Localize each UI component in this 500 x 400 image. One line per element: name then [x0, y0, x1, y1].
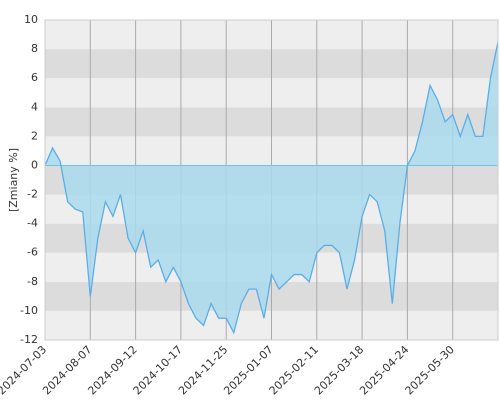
y-tick-label: 0 — [31, 158, 38, 171]
x-tick-label: 2025-05-30 — [403, 343, 457, 397]
y-tick-label: 10 — [24, 13, 38, 26]
y-tick-label: -2 — [27, 188, 38, 201]
y-axis-label: [Zmiany %] — [7, 148, 20, 212]
line — [44, 41, 499, 335]
y-tick-label: 8 — [31, 42, 38, 55]
y-tick-label: -8 — [27, 275, 38, 288]
y-tick-label: 6 — [31, 71, 38, 84]
y-tick-label: -12 — [20, 333, 38, 346]
plot-border — [44, 19, 499, 341]
y-tick-label: 4 — [31, 100, 38, 113]
y-tick-label: -6 — [27, 246, 38, 259]
y-tick-label: -4 — [27, 217, 38, 230]
y-tick-label: 2 — [31, 129, 38, 142]
y-tick-label: -10 — [20, 304, 38, 317]
